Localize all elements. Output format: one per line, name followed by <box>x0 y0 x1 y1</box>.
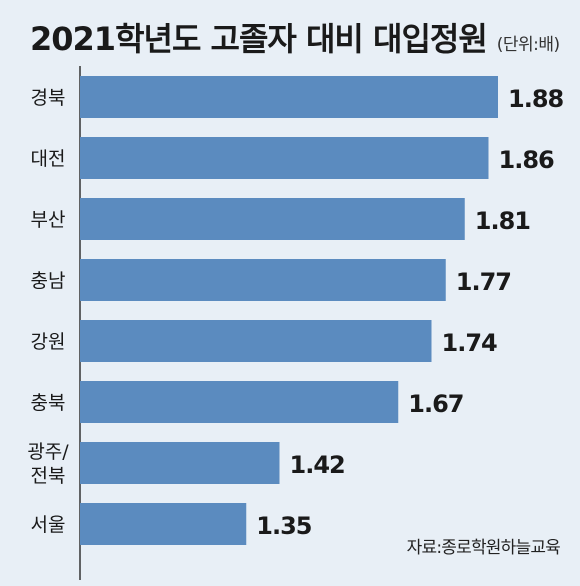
source-note: 자료:종로학원하늘교육 <box>406 538 561 558</box>
category-label: 강원 <box>31 331 66 353</box>
value-label: 1.88 <box>508 85 564 113</box>
bar <box>80 76 498 118</box>
bar <box>80 381 399 423</box>
bar <box>80 320 432 362</box>
bar <box>80 137 489 179</box>
bar <box>80 259 446 301</box>
category-label: 부산 <box>31 209 66 231</box>
bar <box>80 503 247 545</box>
value-label: 1.77 <box>456 268 511 296</box>
value-label: 1.74 <box>442 329 498 357</box>
value-label: 1.42 <box>290 451 345 479</box>
value-label: 1.35 <box>256 512 312 540</box>
bar <box>80 442 280 484</box>
value-label: 1.81 <box>475 207 531 235</box>
category-label: 충남 <box>31 270 66 292</box>
chart-title: 2021학년도 고졸자 대비 대입정원 <box>30 20 488 58</box>
category-label: 경북 <box>31 87 66 109</box>
title-row: 2021학년도 고졸자 대비 대입정원 (단위:배) <box>30 14 560 60</box>
bar <box>80 198 465 240</box>
value-label: 1.67 <box>408 390 463 418</box>
category-label: 대전 <box>31 148 66 170</box>
category-label: 충북 <box>31 392 66 414</box>
category-label: 광주/전북 <box>27 441 69 487</box>
value-label: 1.86 <box>499 146 555 174</box>
unit-label: (단위:배) <box>496 35 560 55</box>
category-label: 서울 <box>31 514 66 536</box>
